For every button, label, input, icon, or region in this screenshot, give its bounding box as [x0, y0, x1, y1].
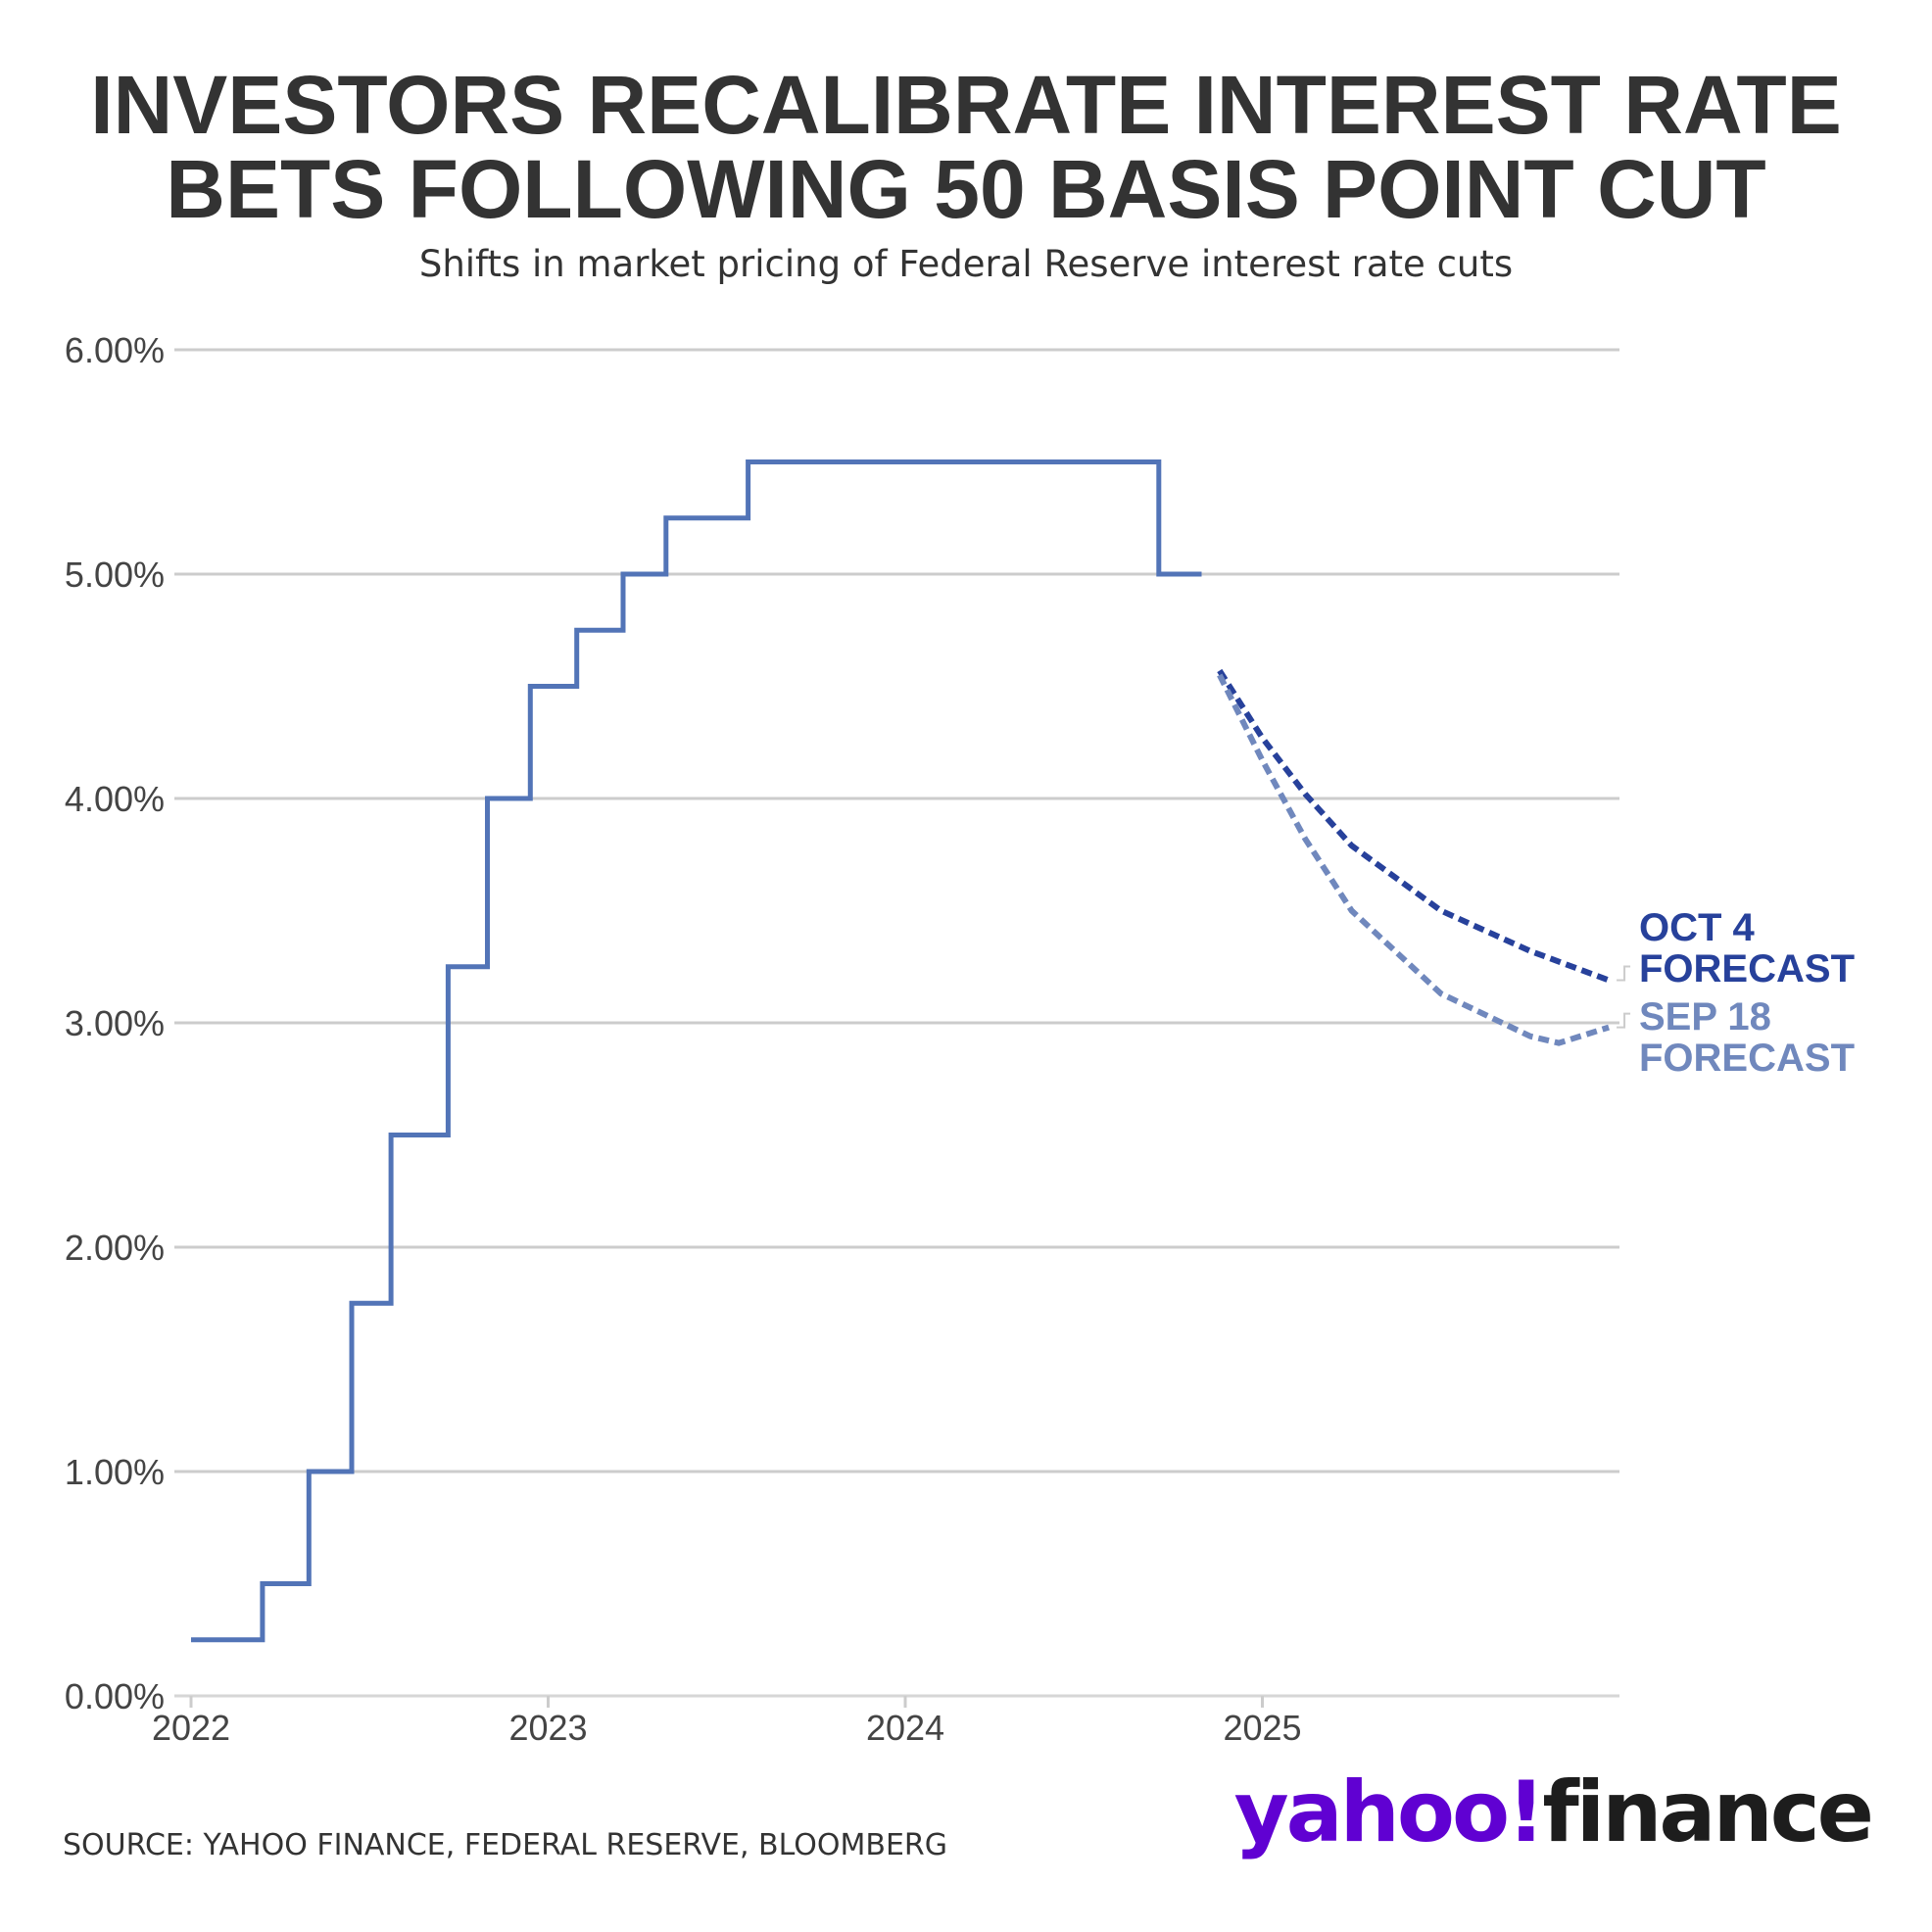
y-tick-label: 4.00% [65, 779, 165, 819]
yahoo-finance-logo: yahoo!finance [1233, 1763, 1874, 1861]
series-label-oct4: FORECAST [1639, 947, 1855, 990]
chart-title-line-2: BETS FOLLOWING 50 BASIS POINT CUT [166, 143, 1766, 235]
y-tick-label: 6.00% [65, 330, 165, 370]
chart-title-line-1: INVESTORS RECALIBRATE INTEREST RATE [90, 59, 1842, 151]
logo-finance-text: finance [1542, 1763, 1874, 1861]
y-axis-tick-labels: 0.00% 1.00% 2.00% 3.00% 4.00% 5.00% 6.00% [65, 330, 165, 1716]
y-tick-label: 1.00% [65, 1452, 165, 1492]
label-connector-sep18 [1617, 1012, 1631, 1029]
series-line-actual [191, 459, 1202, 1643]
x-tick-label: 2025 [1223, 1708, 1301, 1748]
x-tick-label: 2023 [508, 1708, 587, 1748]
series-line-sep18 [1217, 673, 1610, 1046]
logo-exclamation-mark: ! [1507, 1763, 1545, 1861]
x-tick-label: 2022 [152, 1708, 230, 1748]
chart-title: INVESTORS RECALIBRATE INTEREST RATE BETS… [0, 63, 1932, 231]
y-tick-label: 0.00% [65, 1676, 165, 1716]
series-label-sep18: FORECAST [1639, 1037, 1855, 1080]
series-line-oct4 [1217, 668, 1611, 984]
y-tick-label: 3.00% [65, 1003, 165, 1043]
logo-yahoo-text: yahoo [1233, 1763, 1510, 1861]
series-lines [191, 459, 1611, 1643]
chart-subtitle: Shifts in market pricing of Federal Rese… [418, 243, 1514, 285]
source-note: SOURCE: YAHOO FINANCE, FEDERAL RESERVE, … [63, 1828, 948, 1862]
x-axis: 2022 2023 2024 2025 [152, 1696, 1302, 1748]
gridlines [174, 348, 1619, 1698]
series-label-sep18: SEP 18 [1639, 995, 1771, 1038]
x-tick-label: 2024 [866, 1708, 944, 1748]
y-tick-label: 5.00% [65, 555, 165, 595]
series-label-oct4: OCT 4 [1639, 906, 1756, 949]
label-connector-oct4 [1617, 965, 1631, 982]
y-tick-label: 2.00% [65, 1228, 165, 1268]
